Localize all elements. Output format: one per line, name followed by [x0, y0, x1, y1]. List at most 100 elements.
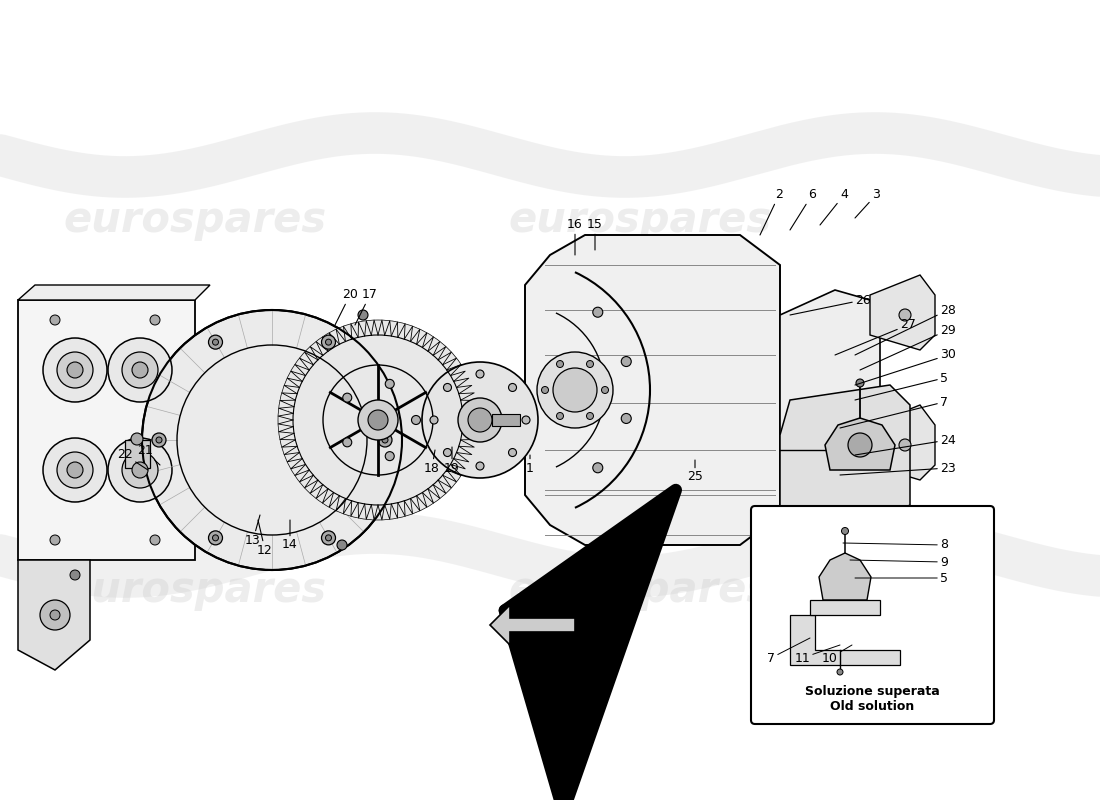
Polygon shape — [870, 275, 935, 350]
Text: eurospares: eurospares — [64, 199, 327, 241]
Polygon shape — [525, 235, 780, 545]
Circle shape — [209, 531, 222, 545]
Text: 23: 23 — [840, 462, 956, 475]
Circle shape — [476, 370, 484, 378]
Text: eurospares: eurospares — [508, 199, 771, 241]
Circle shape — [43, 338, 107, 402]
Text: 7: 7 — [767, 638, 810, 665]
Circle shape — [343, 438, 352, 447]
Polygon shape — [820, 553, 871, 600]
Polygon shape — [780, 385, 910, 515]
Circle shape — [522, 416, 530, 424]
Polygon shape — [825, 418, 895, 470]
Circle shape — [70, 570, 80, 580]
Polygon shape — [490, 605, 575, 645]
Circle shape — [553, 368, 597, 412]
Text: 5: 5 — [855, 371, 948, 400]
Circle shape — [152, 433, 166, 447]
Circle shape — [837, 669, 843, 675]
Circle shape — [43, 438, 107, 502]
Circle shape — [443, 449, 451, 457]
Text: 9: 9 — [850, 555, 948, 569]
Circle shape — [385, 452, 394, 461]
Circle shape — [430, 416, 438, 424]
Circle shape — [443, 383, 451, 391]
Circle shape — [557, 413, 563, 419]
Text: 24: 24 — [855, 434, 956, 455]
Text: 29: 29 — [860, 323, 956, 370]
Circle shape — [856, 379, 864, 387]
Text: eurospares: eurospares — [508, 569, 771, 611]
Circle shape — [541, 386, 549, 394]
Text: 1: 1 — [526, 455, 534, 474]
Text: 22: 22 — [117, 449, 148, 470]
Text: 13: 13 — [245, 515, 261, 546]
Text: 19: 19 — [444, 447, 460, 474]
Text: 25: 25 — [688, 460, 703, 483]
Text: Old solution: Old solution — [830, 699, 914, 713]
Text: 18: 18 — [425, 450, 440, 474]
Text: 4: 4 — [820, 189, 848, 225]
Circle shape — [899, 309, 911, 321]
Circle shape — [321, 335, 336, 349]
Circle shape — [422, 362, 538, 478]
Circle shape — [621, 414, 631, 423]
Circle shape — [321, 531, 336, 545]
Circle shape — [842, 527, 848, 534]
Text: 11: 11 — [794, 645, 840, 665]
Circle shape — [67, 362, 82, 378]
Circle shape — [557, 361, 563, 367]
Circle shape — [132, 462, 148, 478]
Circle shape — [586, 413, 594, 419]
Text: 27: 27 — [835, 318, 916, 355]
Circle shape — [508, 449, 517, 457]
Text: 7: 7 — [840, 395, 948, 428]
Circle shape — [378, 433, 392, 447]
Circle shape — [586, 361, 594, 367]
Text: 8: 8 — [843, 538, 948, 551]
Circle shape — [382, 437, 388, 443]
Circle shape — [593, 462, 603, 473]
Circle shape — [108, 338, 172, 402]
Circle shape — [142, 310, 402, 570]
Circle shape — [209, 335, 222, 349]
Circle shape — [468, 408, 492, 432]
Text: 16: 16 — [568, 218, 583, 255]
Text: 12: 12 — [257, 520, 273, 557]
Text: 14: 14 — [282, 520, 298, 551]
Circle shape — [40, 600, 70, 630]
Circle shape — [212, 535, 219, 541]
Circle shape — [150, 315, 160, 325]
Circle shape — [602, 386, 608, 394]
Circle shape — [593, 307, 603, 318]
Polygon shape — [790, 615, 900, 665]
Polygon shape — [492, 414, 520, 426]
Text: 6: 6 — [790, 189, 816, 230]
Circle shape — [212, 339, 219, 345]
Circle shape — [122, 352, 158, 388]
Text: eurospares: eurospares — [64, 569, 327, 611]
Circle shape — [337, 540, 346, 550]
Circle shape — [150, 535, 160, 545]
Circle shape — [537, 352, 613, 428]
Circle shape — [411, 415, 420, 425]
Circle shape — [368, 410, 388, 430]
Text: 15: 15 — [587, 218, 603, 250]
Circle shape — [458, 398, 502, 442]
Circle shape — [278, 320, 478, 520]
Polygon shape — [18, 560, 90, 670]
Text: 20: 20 — [336, 289, 358, 325]
Circle shape — [50, 610, 60, 620]
Circle shape — [343, 393, 352, 402]
FancyBboxPatch shape — [751, 506, 994, 724]
Circle shape — [899, 439, 911, 451]
Text: Soluzione superata: Soluzione superata — [805, 686, 939, 698]
Circle shape — [57, 452, 94, 488]
Polygon shape — [810, 600, 880, 615]
Circle shape — [358, 400, 398, 440]
Text: 30: 30 — [855, 349, 956, 385]
Circle shape — [476, 462, 484, 470]
Text: 17: 17 — [355, 289, 378, 325]
Text: 28: 28 — [855, 303, 956, 355]
Circle shape — [108, 438, 172, 502]
